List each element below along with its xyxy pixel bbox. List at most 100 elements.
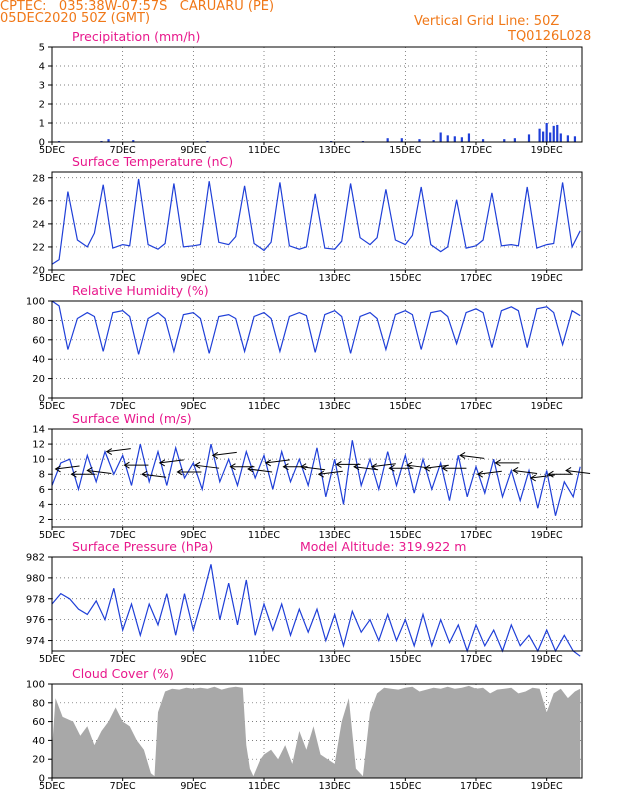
y-tick-label: 100 — [26, 297, 45, 308]
wind-arrow — [106, 448, 131, 453]
x-tick-label: 15DEC — [389, 273, 421, 284]
y-tick-label: 60 — [32, 717, 45, 728]
x-tick-label: 9DEC — [180, 401, 206, 412]
wind-arrow-head — [406, 461, 413, 469]
wind-arrow-head — [353, 463, 360, 471]
x-tick-label: 7DEC — [110, 654, 136, 665]
wind-arrow-head — [459, 451, 466, 459]
precip-bar — [418, 139, 421, 142]
y-tick-label: 24 — [32, 219, 45, 230]
wind-arrow-head — [529, 474, 537, 482]
precip-bar — [400, 138, 403, 142]
wind-arrow-head — [512, 467, 519, 474]
y-tick-label: 8 — [39, 470, 45, 481]
wind-arrow-head — [476, 470, 484, 478]
wind-arrow-head — [194, 461, 201, 469]
x-tick-label: 9DEC — [180, 781, 206, 792]
y-tick-label: 3 — [39, 81, 45, 92]
panel-frame — [51, 300, 583, 399]
header-datetime: 05DEC2020 50Z (GMT) — [0, 11, 151, 26]
y-tick-label: 6 — [39, 485, 45, 496]
header-location: CPTEC: 035:38W-07:57S CARUARU (PE) — [0, 0, 275, 14]
x-tick-label: 11DEC — [248, 781, 280, 792]
y-tick-label: 12 — [32, 440, 45, 451]
y-tick-label: 982 — [26, 553, 45, 564]
panel-title: Surface Wind (m/s) — [72, 411, 192, 426]
y-tick-label: 976 — [26, 615, 45, 626]
precip-bar — [566, 135, 569, 142]
x-tick-label: 19DEC — [531, 273, 563, 284]
x-tick-label: 17DEC — [460, 654, 492, 665]
y-tick-label: 4 — [39, 62, 45, 73]
wind-arrow — [477, 470, 502, 475]
x-tick-label: 15DEC — [389, 530, 421, 541]
panel-frame — [51, 428, 583, 528]
wind-arrows — [54, 448, 591, 482]
x-tick-label: 9DEC — [180, 145, 206, 156]
wind-arrow — [354, 466, 379, 471]
wind-arrow-head — [229, 463, 236, 471]
wind-arrow — [566, 469, 591, 474]
x-tick-label: 17DEC — [460, 145, 492, 156]
precip-bar — [386, 138, 389, 142]
x-tick-label: 11DEC — [248, 654, 280, 665]
x-tick-label: 9DEC — [180, 530, 206, 541]
x-tick-label: 5DEC — [39, 781, 65, 792]
x-tick-label: 19DEC — [531, 530, 563, 541]
wind-arrow-head — [176, 468, 183, 476]
wind-arrow — [87, 469, 112, 474]
y-tick-label: 40 — [32, 736, 45, 747]
wind-arrow-head — [54, 465, 61, 473]
precip-bar — [549, 132, 552, 142]
y-tick-label: 0 — [39, 774, 45, 785]
x-tick-label: 13DEC — [319, 145, 351, 156]
panel-title: Relative Humidity (%) — [72, 283, 209, 298]
series-line — [51, 300, 581, 355]
precip-bar — [552, 125, 555, 142]
wind-arrow-head — [300, 463, 307, 471]
wind-arrow-head — [565, 467, 572, 474]
precip-bar — [132, 140, 135, 142]
x-tick-label: 5DEC — [39, 530, 65, 541]
panel-2 — [48, 171, 583, 273]
wind-arrow — [513, 469, 538, 474]
wind-arrow — [460, 454, 485, 459]
y-tick-label: 26 — [32, 196, 45, 207]
y-tick-label: 28 — [32, 173, 45, 184]
wind-arrow-head — [264, 459, 272, 467]
y-tick-label: 974 — [26, 636, 45, 647]
cloud-cover-area — [52, 685, 581, 778]
wind-arrow — [318, 470, 343, 475]
x-tick-label: 19DEC — [531, 401, 563, 412]
wind-arrow — [301, 466, 326, 471]
wind-arrow-head — [282, 463, 289, 471]
y-tick-label: 10 — [32, 455, 45, 466]
wind-arrow — [265, 459, 290, 464]
panel-title: Surface Pressure (hPa) — [72, 539, 213, 554]
x-tick-label: 17DEC — [460, 273, 492, 284]
precip-bar — [503, 139, 506, 142]
x-tick-label: 11DEC — [248, 530, 280, 541]
panel-frame — [51, 46, 583, 143]
x-tick-label: 13DEC — [319, 654, 351, 665]
y-tick-label: 980 — [26, 573, 45, 584]
x-tick-label: 7DEC — [110, 401, 136, 412]
y-tick-label: 5 — [39, 43, 45, 54]
x-tick-label: 19DEC — [531, 654, 563, 665]
panel-subtitle: Model Altitude: 319.922 m — [300, 539, 466, 554]
x-tick-label: 13DEC — [319, 401, 351, 412]
panel-1 — [48, 46, 583, 145]
wind-arrow — [159, 459, 184, 464]
panel-3 — [48, 300, 583, 401]
header-grid-note: Vertical Grid Line: 50Z — [414, 14, 560, 29]
x-tick-label: 7DEC — [110, 781, 136, 792]
precip-bar — [545, 123, 548, 142]
precip-bar — [556, 124, 559, 142]
y-tick-label: 0 — [39, 138, 45, 149]
wind-arrow-head — [86, 467, 93, 474]
wind-arrow-head — [158, 459, 166, 467]
wind-arrow — [371, 463, 396, 468]
y-tick-label: 60 — [32, 335, 45, 346]
panel-frame — [51, 171, 583, 271]
